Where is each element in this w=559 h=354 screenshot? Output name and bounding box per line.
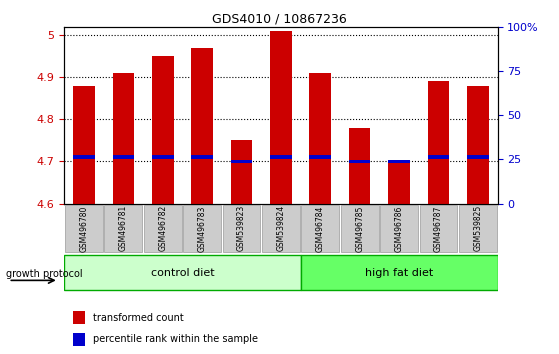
Text: control diet: control diet [150,268,214,278]
Bar [467,155,489,159]
Text: GSM496780: GSM496780 [79,205,88,252]
Text: transformed count: transformed count [93,313,184,322]
Text: GSM539825: GSM539825 [473,205,482,251]
FancyBboxPatch shape [64,255,301,290]
Text: GSM496787: GSM496787 [434,205,443,252]
Bar [73,86,95,204]
Bar [231,140,252,204]
FancyBboxPatch shape [301,205,339,252]
Bar [152,155,174,159]
Bar [270,155,292,159]
FancyBboxPatch shape [144,205,182,252]
Bar [310,155,331,159]
Bar [388,161,410,204]
Text: GSM496786: GSM496786 [395,205,404,252]
Bar [191,48,213,204]
FancyBboxPatch shape [380,205,418,252]
Text: GSM496783: GSM496783 [198,205,207,252]
Text: GSM496784: GSM496784 [316,205,325,252]
FancyBboxPatch shape [419,205,457,252]
Text: high fat diet: high fat diet [365,268,433,278]
FancyBboxPatch shape [341,205,378,252]
FancyBboxPatch shape [222,205,260,252]
Bar [428,155,449,159]
FancyBboxPatch shape [301,255,498,290]
Bar [112,155,134,159]
Bar [467,86,489,204]
FancyBboxPatch shape [105,205,142,252]
FancyBboxPatch shape [262,205,300,252]
FancyBboxPatch shape [459,205,497,252]
Text: GSM496782: GSM496782 [158,205,167,251]
Text: percentile rank within the sample: percentile rank within the sample [93,334,258,344]
Bar [191,155,213,159]
FancyBboxPatch shape [65,205,103,252]
Bar [73,155,95,159]
FancyBboxPatch shape [183,205,221,252]
Bar [152,56,174,204]
Text: growth protocol: growth protocol [6,269,82,279]
Bar [73,333,86,346]
Bar [112,73,134,204]
Bar [388,160,410,163]
Bar [231,160,252,163]
Text: GSM496781: GSM496781 [119,205,128,251]
Bar [270,31,292,204]
Bar [310,73,331,204]
Bar [428,81,449,204]
Bar [349,128,371,204]
Bar [349,160,371,163]
Text: GSM496785: GSM496785 [355,205,364,252]
Text: GSM539824: GSM539824 [276,205,286,251]
Bar [73,311,86,324]
Text: GDS4010 / 10867236: GDS4010 / 10867236 [212,12,347,25]
Text: GSM539823: GSM539823 [237,205,246,251]
